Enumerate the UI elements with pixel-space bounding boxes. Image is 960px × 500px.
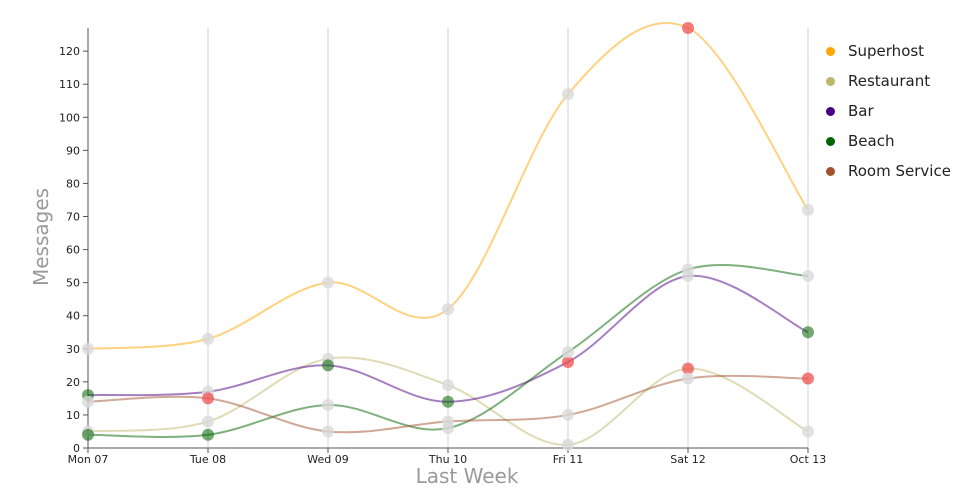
y-tick-label: 110 [59,78,80,91]
legend-label: Beach [848,132,895,150]
data-point-superhost[interactable] [202,332,214,345]
data-point-bar[interactable] [802,326,814,339]
y-tick-label: 30 [66,343,80,356]
data-point-restaurant[interactable] [562,438,574,451]
legend-item-restaurant[interactable]: Restaurant [826,66,951,96]
data-point-room-service[interactable] [562,408,574,421]
legend-label: Restaurant [848,72,931,90]
x-tick-label: Thu 10 [428,453,467,466]
data-point-superhost[interactable] [322,276,334,289]
data-point-restaurant[interactable] [802,425,814,438]
data-point-restaurant[interactable] [442,379,454,392]
data-point-beach[interactable] [802,270,814,283]
data-point-bar[interactable] [322,359,334,372]
legend-item-bar[interactable]: Bar [826,96,951,126]
data-point-beach[interactable] [562,346,574,359]
legend-item-superhost[interactable]: Superhost [826,36,951,66]
axes: 0 10 20 30 40 50 60 70 80 90 100 110 120 Mon 07 Tue 08… [59,28,826,466]
legend-label: Room Service [848,162,951,180]
y-tick-label: 10 [66,409,80,422]
data-point-restaurant[interactable] [202,415,214,428]
legend-swatch [826,106,835,116]
legend-label: Superhost [848,42,925,60]
data-point-beach[interactable] [322,399,334,412]
data-point-bar[interactable] [562,356,574,369]
y-tick-label: 120 [59,45,80,58]
y-tick-label: 20 [66,376,80,389]
grid [207,28,809,448]
x-tick-label: Tue 08 [189,453,226,466]
legend-label: Bar [848,102,874,120]
x-tick-label: Sat 12 [670,453,706,466]
legend: Superhost Restaurant Bar Beach Room Service [826,36,951,186]
y-tick-label: 0 [73,442,80,455]
series-points [82,22,814,451]
legend-swatch [826,136,835,146]
data-point-room-service[interactable] [442,415,454,428]
x-tick-label: Wed 09 [307,453,348,466]
data-point-beach[interactable] [202,428,214,441]
x-tick-label: Fri 11 [553,453,584,466]
data-point-superhost[interactable] [802,203,814,216]
x-tick-label: Oct 13 [790,453,827,466]
x-axis-title: Last Week [416,464,519,488]
data-point-room-service[interactable] [802,372,814,385]
x-tick-label: Mon 07 [68,453,109,466]
y-axis-title: Messages [29,188,53,286]
y-tick-label: 80 [66,177,80,190]
data-point-superhost[interactable] [442,303,454,316]
y-tick-label: 60 [66,244,80,257]
y-tick-label: 50 [66,277,80,290]
y-tick-label: 70 [66,211,80,224]
y-tick-label: 90 [66,144,80,157]
legend-swatch [826,76,835,86]
data-point-bar[interactable] [442,395,454,408]
legend-item-beach[interactable]: Beach [826,126,951,156]
data-point-superhost[interactable] [562,88,574,101]
data-point-restaurant[interactable] [682,362,694,375]
legend-swatch [826,46,835,56]
data-point-room-service[interactable] [82,395,94,408]
data-point-room-service[interactable] [322,425,334,438]
y-tick-label: 40 [66,310,80,323]
data-point-superhost[interactable] [682,22,694,34]
data-point-beach[interactable] [682,263,694,276]
data-point-superhost[interactable] [82,342,94,355]
data-point-beach[interactable] [82,428,94,441]
y-tick-label: 100 [59,111,80,124]
data-point-room-service[interactable] [202,392,214,405]
data-point-room-service[interactable] [682,372,694,385]
legend-swatch [826,166,835,176]
legend-item-room-service[interactable]: Room Service [826,156,951,186]
series-line-superhost [87,22,809,350]
